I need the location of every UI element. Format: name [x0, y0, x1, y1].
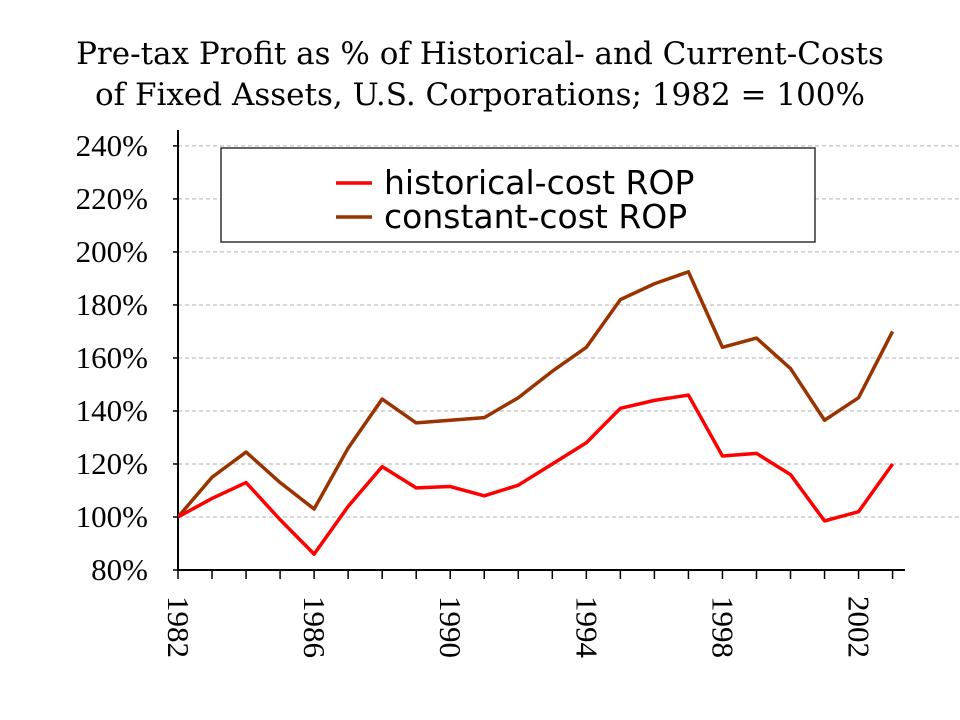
- y-tick-label: 220%: [76, 181, 148, 216]
- x-tick-label: 1994: [569, 596, 604, 659]
- y-tick-label: 100%: [76, 499, 148, 534]
- x-tick-label: 1998: [705, 596, 740, 658]
- x-tick-label: 1982: [161, 596, 196, 658]
- y-tick-label: 160%: [76, 340, 148, 375]
- x-tick-label: 1986: [297, 596, 332, 658]
- y-tick-label: 200%: [76, 234, 148, 269]
- chart-title-line-2: of Fixed Assets, U.S. Corporations; 1982…: [95, 77, 865, 113]
- chart-title: Pre-tax Profit as % of Historical- and C…: [0, 34, 960, 116]
- grid-lines: [178, 145, 960, 518]
- y-tick-label: 180%: [76, 287, 148, 322]
- y-axis-ticks: 80% 100% 120% 140% 160% 180% 200% 220% 240%: [76, 128, 178, 587]
- axes: [177, 130, 905, 571]
- x-tick-label: 2002: [842, 596, 877, 658]
- legend-label: constant-cost ROP: [384, 197, 687, 236]
- legend-label: historical-cost ROP: [384, 163, 694, 202]
- chart-title-line-1: Pre-tax Profit as % of Historical- and C…: [76, 36, 884, 72]
- x-axis-ticks: 1982 1986 1990 1994 1998 2002: [161, 570, 894, 659]
- y-tick-label: 240%: [76, 128, 148, 163]
- y-tick-label: 120%: [76, 446, 148, 481]
- series-line-historical-cost: [178, 393, 895, 556]
- y-tick-label: 140%: [76, 393, 148, 428]
- x-tick-label: 1990: [433, 596, 468, 658]
- legend-box: [220, 147, 816, 243]
- y-tick-label: 80%: [91, 552, 148, 587]
- series-lines: [178, 270, 895, 556]
- series-line-constant-cost: [178, 270, 895, 519]
